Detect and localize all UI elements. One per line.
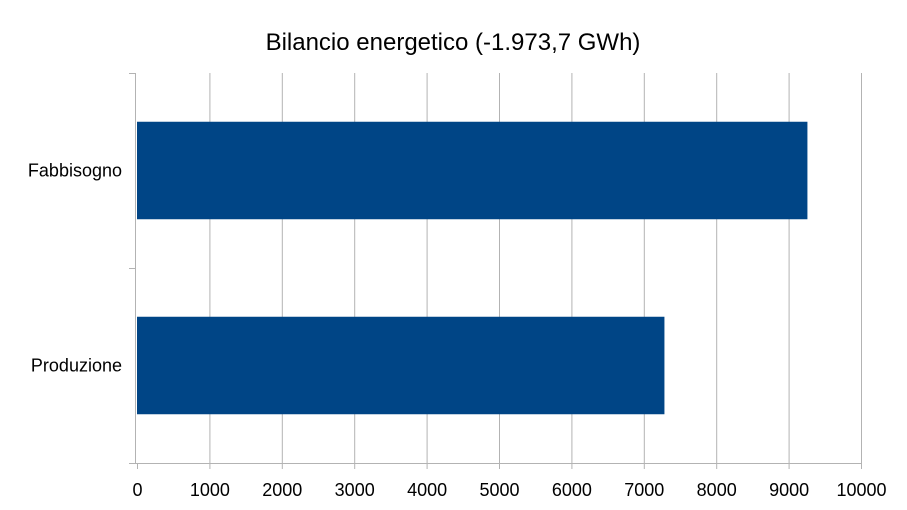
x-tick-label: 0 [132, 480, 142, 500]
category-labels: Fabbisogno Produzione [28, 161, 122, 376]
x-tick-label: 1000 [190, 480, 230, 500]
x-tick-labels: 0 1000 2000 3000 4000 5000 6000 7000 8000 9000 100… [132, 480, 886, 500]
category-label: Fabbisogno [28, 161, 122, 181]
category-label: Produzione [31, 356, 122, 376]
x-tick-label: 8000 [697, 480, 737, 500]
chart-title: Bilancio energetico (-1.973,7 GWh) [266, 29, 641, 56]
x-tick-label: 10000 [836, 480, 886, 500]
x-tick-label: 3000 [335, 480, 375, 500]
axes [129, 73, 862, 469]
x-tick-label: 4000 [407, 480, 447, 500]
bars [137, 121, 808, 415]
x-tick-label: 7000 [624, 480, 664, 500]
x-tick-label: 2000 [262, 480, 302, 500]
x-tick-label: 6000 [552, 480, 592, 500]
bar-fabbisogno [137, 121, 808, 220]
bar-produzione [137, 316, 665, 415]
x-tick-label: 5000 [479, 480, 519, 500]
x-tick-label: 9000 [769, 480, 809, 500]
